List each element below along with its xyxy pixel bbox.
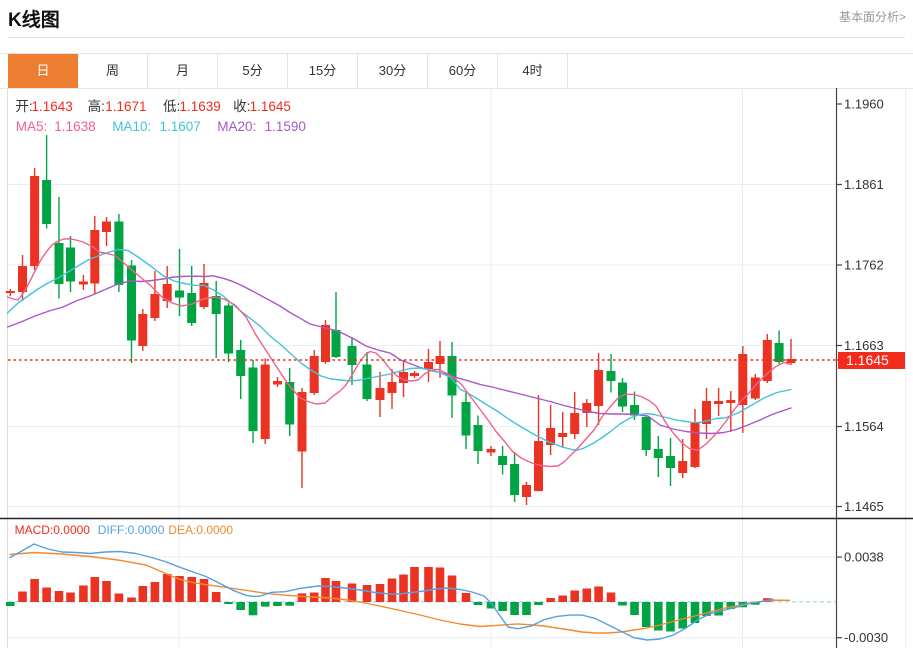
svg-text:1.1960: 1.1960 bbox=[844, 97, 884, 112]
svg-text:1.1762: 1.1762 bbox=[844, 258, 884, 273]
svg-text:-0.0030: -0.0030 bbox=[844, 630, 888, 645]
svg-text:1.1663: 1.1663 bbox=[844, 338, 884, 353]
svg-text:1.1465: 1.1465 bbox=[844, 499, 884, 514]
svg-text:1.1861: 1.1861 bbox=[844, 177, 884, 192]
svg-text:1.1564: 1.1564 bbox=[844, 419, 884, 434]
svg-text:0.0038: 0.0038 bbox=[844, 550, 884, 565]
svg-text:1.1645: 1.1645 bbox=[846, 352, 889, 368]
